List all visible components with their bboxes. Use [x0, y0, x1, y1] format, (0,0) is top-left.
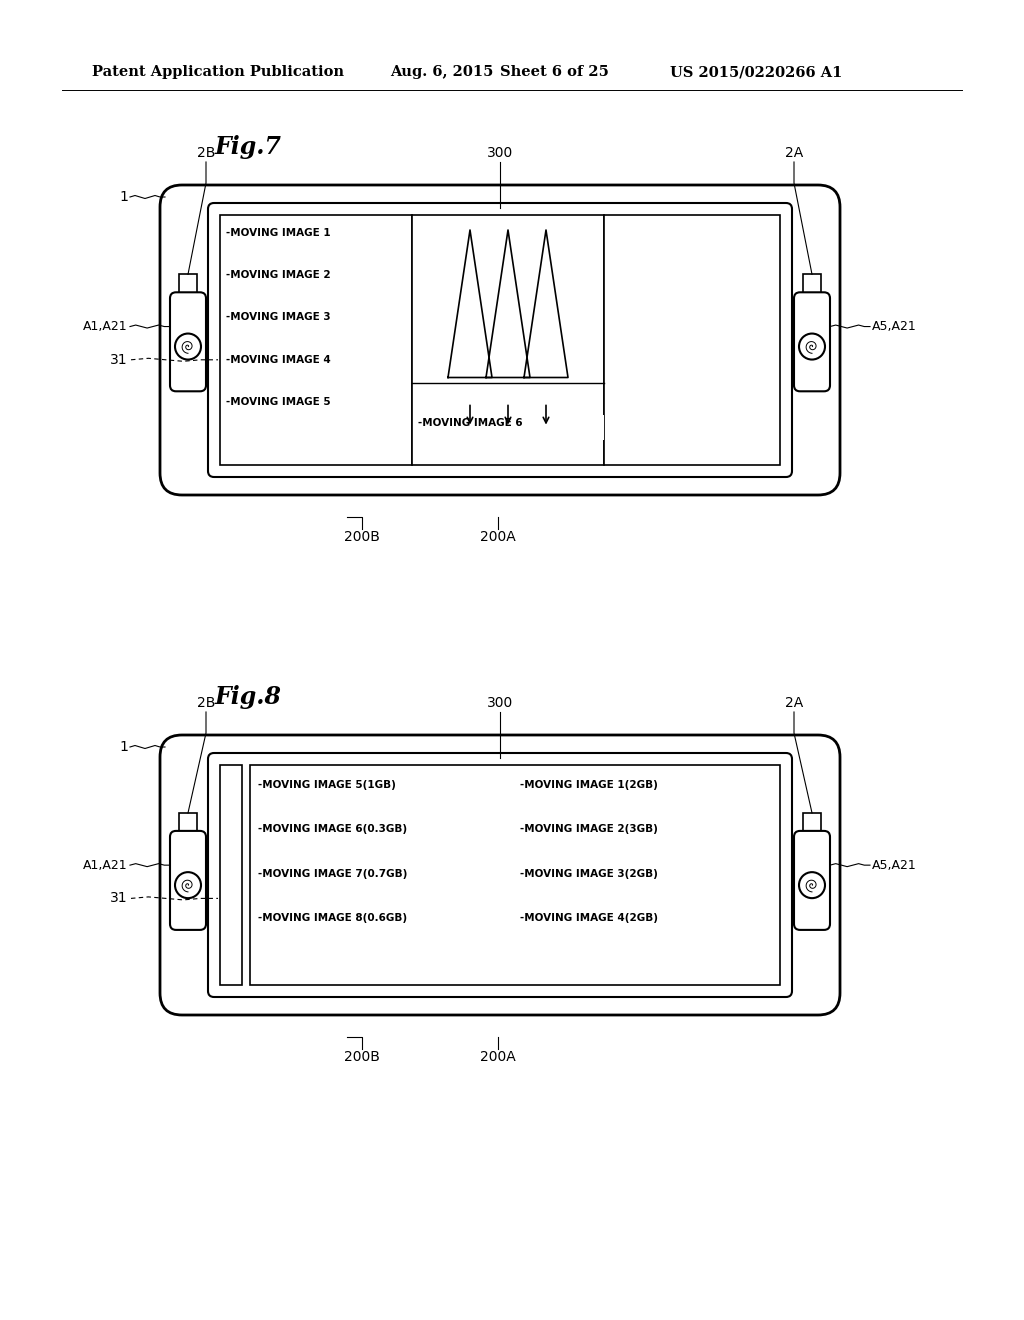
Text: 200A: 200A	[480, 1049, 516, 1064]
Text: US 2015/0220266 A1: US 2015/0220266 A1	[670, 65, 843, 79]
Text: 2A: 2A	[784, 147, 803, 160]
Bar	[803, 275, 821, 294]
Bar	[220, 215, 412, 465]
Text: A5,A21: A5,A21	[872, 319, 916, 333]
Text: -MOVING IMAGE 8(0.6GB): -MOVING IMAGE 8(0.6GB)	[258, 913, 408, 923]
Text: 300: 300	[486, 696, 513, 710]
Text: -MOVING IMAGE 2(3GB): -MOVING IMAGE 2(3GB)	[520, 825, 658, 834]
Text: -MOVING IMAGE 3(2GB): -MOVING IMAGE 3(2GB)	[520, 869, 658, 879]
Text: -MOVING IMAGE 3: -MOVING IMAGE 3	[226, 313, 331, 322]
FancyBboxPatch shape	[170, 830, 206, 929]
Text: A1,A21: A1,A21	[83, 858, 128, 871]
Bar	[412, 215, 604, 465]
Text: 2B: 2B	[197, 696, 215, 710]
Text: 200A: 200A	[480, 531, 516, 544]
Text: 1: 1	[119, 190, 128, 205]
Text: 2A: 2A	[784, 696, 803, 710]
Bar	[803, 813, 821, 833]
Text: -MOVING IMAGE 5: -MOVING IMAGE 5	[226, 397, 331, 407]
Text: -MOVING IMAGE 7(0.7GB): -MOVING IMAGE 7(0.7GB)	[258, 869, 408, 879]
Text: Aug. 6, 2015: Aug. 6, 2015	[390, 65, 494, 79]
Text: 31: 31	[111, 891, 128, 906]
Text: A5,A21: A5,A21	[872, 858, 916, 871]
FancyBboxPatch shape	[208, 752, 792, 997]
Text: A1,A21: A1,A21	[83, 319, 128, 333]
Bar	[220, 766, 242, 985]
Text: -MOVING IMAGE 1: -MOVING IMAGE 1	[226, 228, 331, 238]
Text: Fig.7: Fig.7	[215, 135, 282, 158]
Bar	[179, 813, 197, 833]
Text: Sheet 6 of 25: Sheet 6 of 25	[500, 65, 609, 79]
Text: -MOVING IMAGE 6: -MOVING IMAGE 6	[418, 417, 522, 428]
Text: 300: 300	[486, 147, 513, 160]
Bar	[179, 275, 197, 294]
Text: Fig.8: Fig.8	[215, 685, 282, 709]
Bar	[250, 766, 780, 985]
Text: -MOVING IMAGE 1(2GB): -MOVING IMAGE 1(2GB)	[520, 780, 658, 789]
FancyBboxPatch shape	[170, 292, 206, 391]
Text: -MOVING IMAGE 6(0.3GB): -MOVING IMAGE 6(0.3GB)	[258, 825, 408, 834]
FancyBboxPatch shape	[794, 292, 830, 391]
Text: 31: 31	[111, 352, 128, 367]
Text: Patent Application Publication: Patent Application Publication	[92, 65, 344, 79]
Text: -MOVING IMAGE 5(1GB): -MOVING IMAGE 5(1GB)	[258, 780, 396, 789]
FancyBboxPatch shape	[160, 185, 840, 495]
Text: 200B: 200B	[344, 531, 380, 544]
FancyBboxPatch shape	[208, 203, 792, 477]
Text: 1: 1	[119, 741, 128, 754]
FancyBboxPatch shape	[794, 830, 830, 929]
Text: 2B: 2B	[197, 147, 215, 160]
Text: -MOVING IMAGE 4(2GB): -MOVING IMAGE 4(2GB)	[520, 913, 658, 923]
Bar	[604, 215, 780, 465]
Text: -MOVING IMAGE 2: -MOVING IMAGE 2	[226, 271, 331, 280]
FancyBboxPatch shape	[160, 735, 840, 1015]
Text: -MOVING IMAGE 4: -MOVING IMAGE 4	[226, 355, 331, 364]
Text: 200B: 200B	[344, 1049, 380, 1064]
Bar	[574, 414, 604, 440]
